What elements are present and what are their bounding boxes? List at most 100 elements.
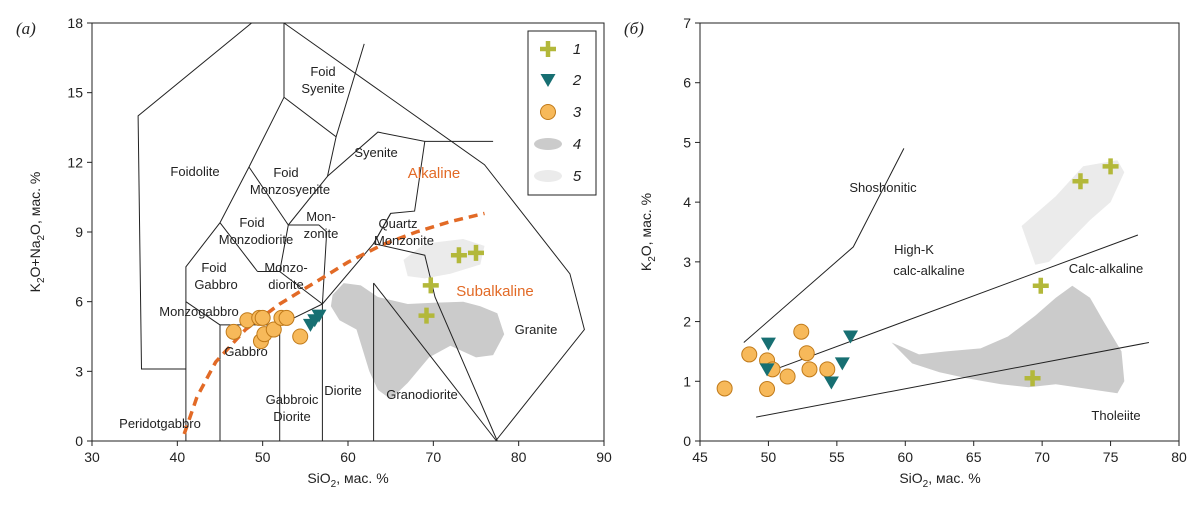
field-label-monzonite-1: Mon-: [306, 209, 336, 224]
k2o-point-series-3: [716, 380, 733, 397]
tas-x-tick-label: 90: [596, 449, 612, 465]
k2o-point-series-3: [759, 381, 776, 398]
tas-x-tick-label: 60: [340, 449, 356, 465]
field-5-shade: [1021, 160, 1125, 265]
field-label-peridotgabbro: Peridotgabbro: [119, 416, 201, 431]
field-label-tholeiite: Tholeiite: [1091, 408, 1140, 423]
k2o-point-series-2: [759, 363, 775, 377]
tas-x-tick-label: 70: [426, 449, 442, 465]
k2o-point-series-1: [1102, 158, 1119, 175]
field-label-gabbro: Gabbro: [224, 344, 267, 359]
tas-data-points: [225, 244, 484, 350]
k2o-point-series-2: [843, 330, 859, 344]
tas-point-series-3: [292, 328, 309, 345]
k2o-x-tick-label: 70: [1034, 449, 1050, 465]
field-label-granodiorite: Granodiorite: [386, 387, 458, 402]
legend-marker-triangle: [540, 74, 556, 87]
k2o-series-boundary-line: [766, 234, 1139, 373]
k2o-series-boundary-line: [743, 148, 905, 343]
tas-y-tick-label: 12: [67, 154, 83, 170]
tas-boundary-line: [185, 301, 221, 326]
tas-y-tick-label: 15: [67, 85, 83, 101]
alkaline-subalkaline-dashed-line: [182, 211, 485, 435]
k2o-data-points: [716, 158, 1119, 398]
tas-boundary-line: [287, 175, 328, 226]
tas-point-series-3: [225, 323, 242, 340]
legend-markers: [534, 41, 562, 182]
k2o-point-series-2: [760, 337, 776, 351]
field-label-quartz-monzonite-2: Monzonite: [374, 233, 434, 248]
tas-boundary-line: [373, 243, 498, 442]
legend-marker-plus: [540, 41, 556, 57]
tas-point-series-3: [265, 321, 282, 338]
tas-y-tick-label: 18: [67, 15, 83, 31]
subalkaline-label: Subalkaline: [456, 283, 534, 300]
legend-marker-field-4: [534, 138, 562, 150]
k2o-point-series-3: [741, 346, 758, 363]
tas-field-boundaries: [137, 22, 585, 442]
k2o-x-tick-label: 80: [1171, 449, 1187, 465]
field-label-monzonite-2: zonite: [304, 226, 339, 241]
k2o-y-tick-label: 3: [683, 254, 691, 270]
k2o-x-axis-title: SiO2, мас. %: [899, 470, 980, 490]
field-label-foid-monzosyenite-2: Monzosyenite: [250, 182, 330, 197]
k2o-field-shades: [891, 160, 1125, 394]
tas-x-tick-label: 40: [170, 449, 186, 465]
k2o-x-tick-label: 65: [966, 449, 982, 465]
tas-y-tick-label: 0: [75, 433, 83, 449]
field-label-monzodiorite-1: Monzo-: [264, 260, 307, 275]
k2o-point-series-2: [823, 376, 839, 390]
tas-point-series-3: [278, 309, 295, 326]
k2o-y-tick-label: 0: [683, 433, 691, 449]
tas-field-shades: [330, 239, 505, 400]
field-label-granite: Granite: [515, 322, 558, 337]
field-label-foidolite: Foidolite: [170, 164, 219, 179]
field-label-monzodiorite-2: diorite: [268, 277, 303, 292]
k2o-y-tick-label: 2: [683, 314, 691, 330]
tas-point-series-1: [422, 277, 439, 294]
k2o-point-series-3: [801, 361, 818, 378]
k2o-point-series-1: [1032, 277, 1049, 294]
field-label-high-k-2: calc-alkaline: [893, 263, 965, 278]
tas-y-tick-label: 6: [75, 294, 83, 310]
tas-point-series-1: [450, 247, 467, 264]
legend-marker-circle: [540, 104, 556, 120]
tas-point-series-3: [254, 309, 271, 326]
panel-a-label: (а): [16, 19, 36, 38]
field-label-foid-monzodiorite-1: Foid: [239, 215, 264, 230]
k2o-y-tick-label: 4: [683, 194, 691, 210]
field-label-foid-gabbro-2: Gabbro: [194, 277, 237, 292]
field-4-shade: [891, 285, 1125, 394]
legend-box: [527, 30, 597, 196]
field-label-foid-monzodiorite-2: Monzodiorite: [219, 232, 293, 247]
tas-x-axis-title: SiO2, мас. %: [307, 470, 388, 490]
tas-boundary-line: [283, 23, 365, 138]
k2o-x-tick-label: 50: [761, 449, 777, 465]
tas-point-series-1: [418, 307, 435, 324]
tas-plot-frame: [91, 22, 605, 442]
tas-x-tick-label: 30: [84, 449, 100, 465]
legend-label-2: 2: [572, 72, 582, 89]
field-label-high-k-1: High-K: [894, 242, 934, 257]
field-label-monzogabbro: Monzogabbro: [159, 304, 239, 319]
k2o-x-tick-label: 75: [1103, 449, 1119, 465]
field-label-gabbroic-diorite-1: Gabbroic: [266, 392, 319, 407]
field-label-syenite: Syenite: [354, 145, 397, 160]
k2o-point-series-3: [798, 345, 815, 362]
k2o-y-tick-label: 6: [683, 75, 691, 91]
alkaline-label: Alkaline: [408, 165, 461, 182]
k2o-point-series-3: [819, 361, 836, 378]
tas-boundary-line: [322, 243, 374, 305]
k2o-plot-frame: [699, 22, 1180, 442]
tas-boundary-line: [373, 213, 392, 244]
field-label-quartz-monzonite-1: Quartz: [378, 216, 417, 231]
tas-y-tick-label: 9: [75, 224, 83, 240]
field-4-shade: [330, 283, 505, 400]
k2o-x-tick-label: 55: [829, 449, 845, 465]
tas-y-axis-title: K2O+Na2O, мас. %: [27, 172, 47, 293]
k2o-x-tick-label: 60: [897, 449, 913, 465]
